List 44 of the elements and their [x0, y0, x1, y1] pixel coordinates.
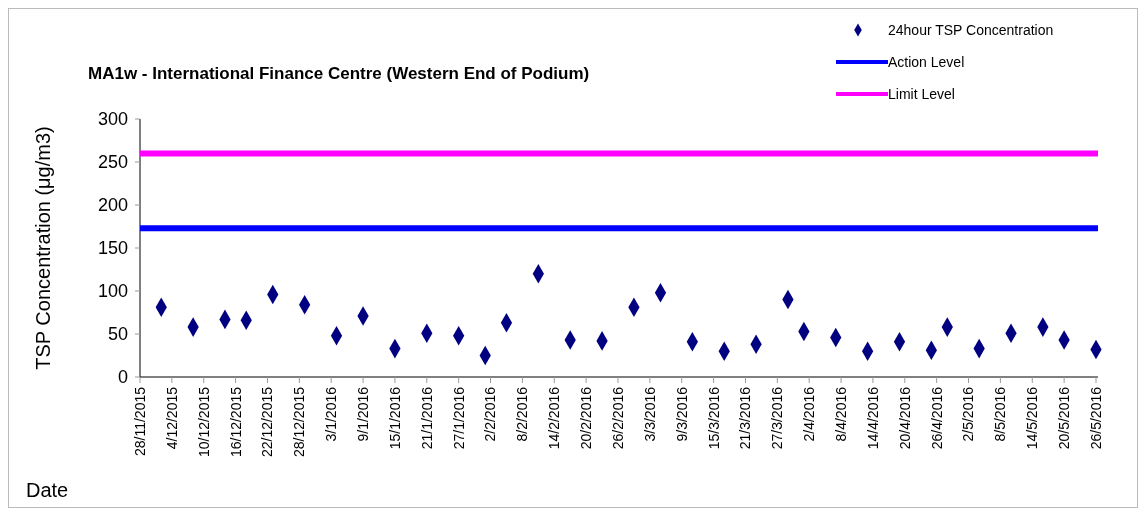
- x-tick-label: 8/4/2016: [832, 386, 849, 442]
- x-tick-label: 15/3/2016: [705, 386, 722, 450]
- x-tick-label: 8/2/2016: [514, 386, 531, 442]
- x-tick-label: 10/12/2015: [195, 386, 212, 458]
- y-tick-label: 100: [97, 281, 128, 302]
- x-tick-label: 9/3/2016: [673, 386, 690, 442]
- x-axis-title: Date: [26, 479, 69, 501]
- x-tick-label: 2/5/2016: [960, 386, 977, 442]
- y-tick-label: 50: [107, 324, 128, 345]
- x-tick-label: 14/2/2016: [546, 386, 563, 450]
- x-tick-label: 14/4/2016: [864, 386, 881, 450]
- x-tick-label: 21/1/2016: [418, 386, 435, 450]
- legend-label: Action Level: [888, 53, 965, 70]
- y-tick-label: 250: [97, 152, 128, 173]
- x-tick-label: 14/5/2016: [1024, 386, 1041, 450]
- x-tick-label: 3/1/2016: [323, 386, 340, 442]
- x-tick-label: 28/12/2015: [291, 386, 308, 458]
- x-tick-label: 3/3/2016: [641, 386, 658, 442]
- x-tick-label: 26/5/2016: [1087, 386, 1104, 450]
- x-tick-label: 21/3/2016: [737, 386, 754, 450]
- x-tick-label: 26/4/2016: [928, 386, 945, 450]
- x-tick-label: 26/2/2016: [609, 386, 626, 450]
- x-tick-label: 8/5/2016: [992, 386, 1009, 442]
- legend-label: 24hour TSP Concentration: [888, 21, 1054, 38]
- x-tick-label: 27/1/2016: [450, 386, 467, 450]
- x-tick-label: 22/12/2015: [259, 386, 276, 458]
- x-tick-label: 16/12/2015: [227, 386, 244, 458]
- x-tick-label: 9/1/2016: [354, 386, 371, 442]
- y-tick-label: 0: [117, 367, 128, 388]
- x-tick-label: 20/4/2016: [896, 386, 913, 450]
- x-tick-label: 2/4/2016: [801, 386, 818, 442]
- y-tick-label: 150: [97, 238, 128, 259]
- x-tick-label: 2/2/2016: [482, 386, 499, 442]
- y-tick-label: 200: [97, 195, 128, 216]
- y-axis-title: TSP Concentration (μg/m3): [32, 126, 54, 370]
- legend-label: Limit Level: [888, 85, 955, 102]
- x-tick-label: 20/2/2016: [578, 386, 595, 450]
- x-tick-label: 27/3/2016: [769, 386, 786, 450]
- x-tick-label: 28/11/2015: [131, 386, 148, 457]
- x-tick-label: 4/12/2015: [163, 386, 180, 450]
- x-tick-label: 15/1/2016: [386, 386, 403, 450]
- x-tick-label: 20/5/2016: [1056, 386, 1073, 450]
- chart-title: MA1w - International Finance Centre (Western End of Podium): [88, 64, 590, 83]
- y-tick-label: 300: [97, 109, 128, 130]
